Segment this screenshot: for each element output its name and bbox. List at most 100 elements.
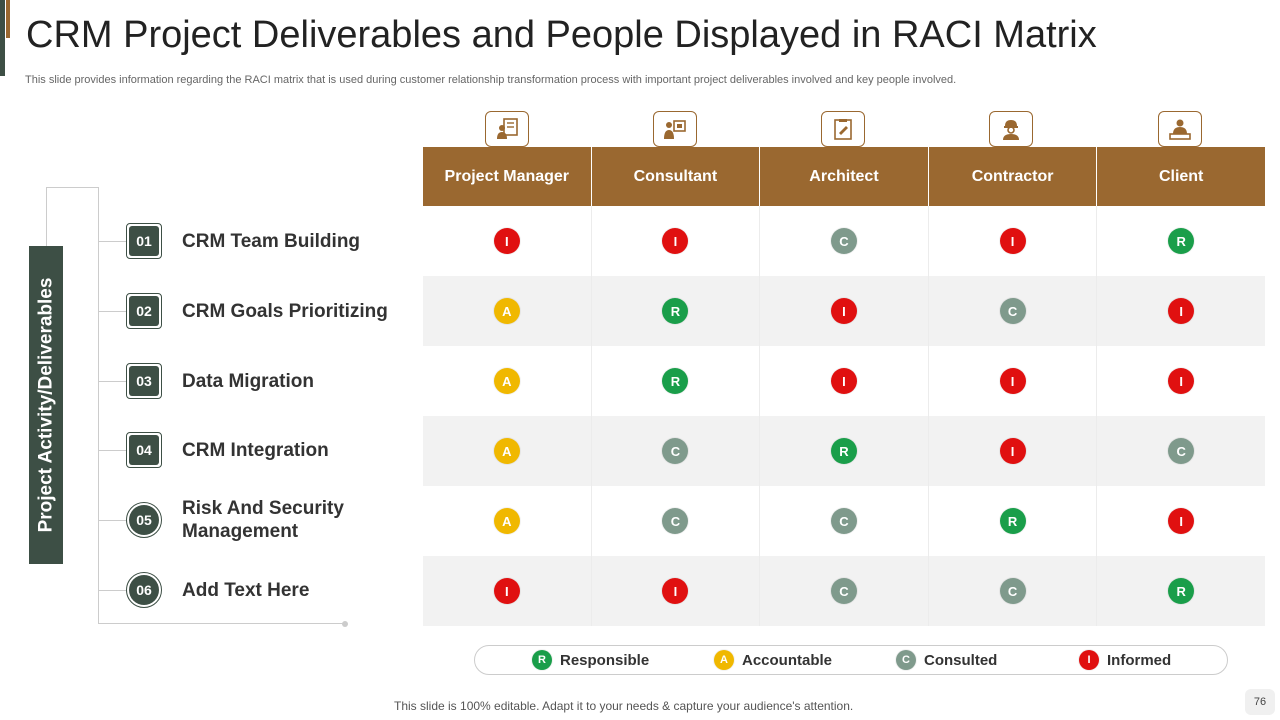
table-cell: I (929, 346, 1098, 416)
consultant-icon (653, 111, 697, 147)
table-cell: R (592, 346, 761, 416)
bracket-end-dot (342, 621, 348, 627)
connector-tick (98, 589, 126, 591)
raci-badge: R (1168, 578, 1195, 604)
activity-number: 05 (126, 502, 162, 538)
raci-badge: C (662, 508, 689, 534)
table-cell: I (760, 276, 929, 346)
raci-badge: A (493, 508, 520, 534)
raci-badge: C (999, 578, 1026, 604)
table-cell: A (423, 276, 592, 346)
contractor-icon (989, 111, 1033, 147)
table-cell: A (423, 346, 592, 416)
raci-badge: I (999, 368, 1026, 394)
activity-label: Risk And Security Management (182, 498, 344, 542)
raci-badge: I (999, 228, 1026, 254)
activity-row: 02 CRM Goals Prioritizing (98, 276, 412, 346)
raci-badge: R (830, 438, 857, 464)
connector-tick (98, 449, 126, 451)
table-cell: I (929, 416, 1098, 486)
activity-row: 01 CRM Team Building (98, 206, 412, 276)
architect-icon (821, 111, 865, 147)
legend-label: Consulted (924, 651, 998, 669)
table-cell: I (760, 346, 929, 416)
table-cell: I (1097, 486, 1265, 556)
column-header: Client (1158, 167, 1204, 185)
activity-number-text: 06 (129, 575, 159, 605)
legend-label: Accountable (742, 651, 833, 669)
activity-label: CRM Team Building (182, 230, 361, 252)
activity-number-text: 02 (129, 296, 159, 326)
raci-badge: I (1168, 508, 1195, 534)
table-cell: C (592, 486, 761, 556)
activity-number: 02 (126, 293, 162, 329)
activity-row: 03 Data Migration (98, 346, 412, 416)
legend: R Responsible A Accountable C Consulted … (474, 645, 1228, 675)
raci-badge: C (999, 298, 1026, 324)
table-cell: C (1097, 416, 1265, 486)
table-cell: I (423, 206, 592, 276)
table-cell: C (760, 486, 929, 556)
activity-label: Add Text Here (182, 579, 310, 601)
table-cell: I (592, 556, 761, 626)
raci-badge: I (493, 228, 520, 254)
table-cell: R (760, 416, 929, 486)
side-label-panel: Project Activity/Deliverables (29, 246, 63, 564)
activity-number: 01 (126, 223, 162, 259)
activity-row: 05 Risk And Security Management (98, 485, 412, 555)
bracket-top-line (46, 187, 99, 247)
table-cell: I (423, 556, 592, 626)
activity-number: 03 (126, 363, 162, 399)
raci-badge: C (830, 228, 857, 254)
table-cell: A (423, 416, 592, 486)
table-cell: R (1097, 206, 1265, 276)
activity-number-text: 01 (129, 226, 159, 256)
raci-badge: R (999, 508, 1026, 534)
raci-badge: I (830, 368, 857, 394)
raci-badge: C (830, 508, 857, 534)
raci-badge: A (493, 368, 520, 394)
raci-badge: I (1168, 298, 1195, 324)
activity-label: CRM Goals Prioritizing (182, 300, 388, 322)
raci-badge: C (662, 438, 689, 464)
page-number: 76 (1245, 689, 1275, 715)
raci-badge: I (493, 578, 520, 604)
raci-badge: C (830, 578, 857, 604)
table-cell: R (1097, 556, 1265, 626)
table-cell: C (929, 556, 1098, 626)
table-cell: I (592, 206, 761, 276)
legend-item-consulted: C Consulted (896, 650, 997, 670)
raci-badge: I (662, 228, 689, 254)
activity-label: Data Migration (182, 370, 314, 392)
raci-badge: R (1168, 228, 1195, 254)
table-cell: R (929, 486, 1098, 556)
activity-number: 04 (126, 432, 162, 468)
legend-item-accountable: A Accountable (714, 650, 832, 670)
activity-number-text: 05 (129, 505, 159, 535)
table-body: I I C I R A R I C I A R I I I A C R I C A C C R I I I C C R (423, 206, 1265, 626)
client-icon (1158, 111, 1202, 147)
raci-badge: I (999, 438, 1026, 464)
activity-row: 04 CRM Integration (98, 415, 412, 485)
column-header: Project Manager (423, 147, 592, 206)
activity-number-text: 03 (129, 366, 159, 396)
table-cell: R (592, 276, 761, 346)
legend-item-informed: I Informed (1079, 650, 1171, 670)
bracket-line (98, 187, 346, 624)
table-cell: C (760, 206, 929, 276)
raci-badge: A (493, 438, 520, 464)
legend-badge-c: C (896, 650, 916, 670)
legend-badge-r: R (532, 650, 552, 670)
legend-label: Informed (1107, 651, 1172, 669)
table-cell: I (1097, 346, 1265, 416)
activity-number: 06 (126, 572, 162, 608)
activity-number-text: 04 (129, 435, 159, 465)
legend-badge-a: A (714, 650, 734, 670)
column-header: Architect (760, 147, 929, 206)
raci-badge: A (493, 298, 520, 324)
